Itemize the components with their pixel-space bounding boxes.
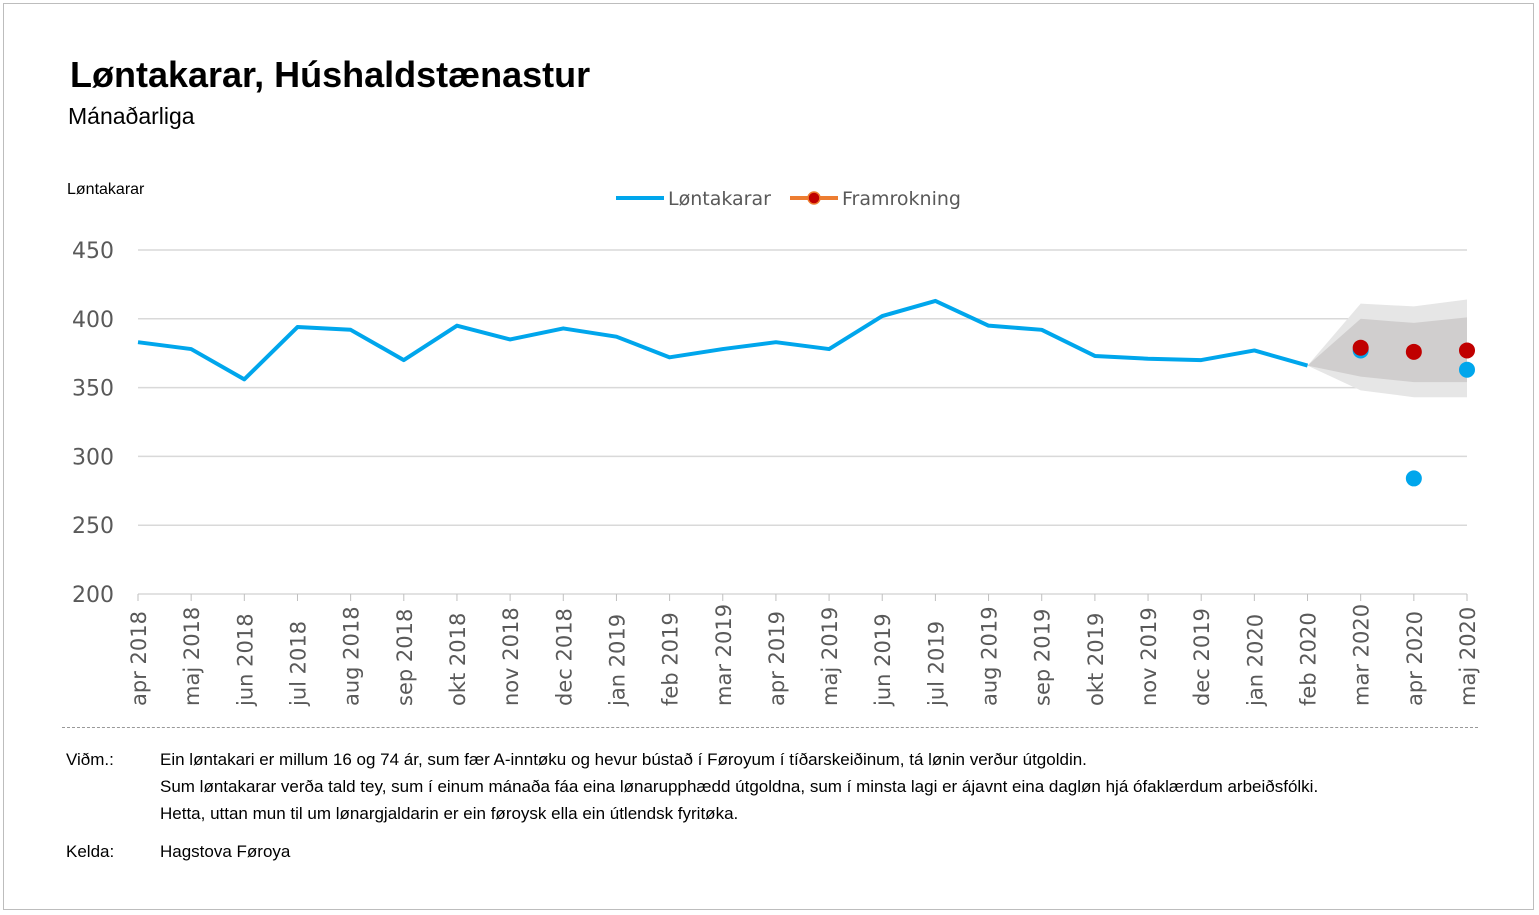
- y-axis-label: Løntakarar: [67, 181, 145, 198]
- framrokning-point: [1405, 343, 1422, 360]
- x-tick-label: okt 2019: [1084, 613, 1108, 706]
- x-tick-label: maj 2020: [1456, 607, 1480, 706]
- y-tick-label: 300: [72, 445, 114, 470]
- y-tick-label: 350: [72, 377, 114, 402]
- x-tick-label: nov 2019: [1137, 607, 1161, 706]
- x-tick-label: nov 2018: [499, 607, 523, 706]
- notes-line-1: Ein løntakari er millum 16 og 74 ár, sum…: [160, 750, 1087, 769]
- source-value: Hagstova Føroya: [160, 842, 291, 861]
- legend-framrokning-marker: [807, 191, 821, 205]
- x-tick-label: jul 2019: [924, 621, 948, 707]
- x-tick-label: jan 2020: [1243, 614, 1267, 707]
- y-tick-label: 400: [72, 308, 114, 333]
- legend-lontakarar-label: Løntakarar: [668, 188, 771, 210]
- x-tick-label: feb 2020: [1297, 612, 1321, 706]
- forecast-band: [1307, 317, 1467, 383]
- x-tick-label: jan 2019: [605, 614, 629, 707]
- x-tick-label: dec 2019: [1190, 608, 1214, 706]
- x-tick-label: jun 2018: [233, 613, 257, 707]
- x-tick-label: mar 2020: [1350, 604, 1374, 706]
- source-label: Kelda:: [66, 842, 115, 861]
- x-tick-label: sep 2018: [393, 609, 417, 706]
- notes-line-2: Sum løntakarar verða tald tey, sum í ein…: [160, 777, 1319, 796]
- chart-title: Løntakarar, Húshaldstænastur: [70, 54, 591, 95]
- lontakarar-point: [1405, 470, 1422, 487]
- framrokning-point: [1459, 342, 1475, 359]
- x-tick-label: aug 2019: [978, 606, 1002, 706]
- framrokning-point: [1352, 339, 1369, 356]
- notes-line-3: Hetta, uttan mun til um lønargjaldarin e…: [160, 804, 739, 823]
- x-tick-label: jul 2018: [286, 621, 310, 707]
- notes-label: Viðm.:: [66, 750, 114, 769]
- series-line-lontakarar: [137, 298, 1309, 382]
- x-tick-label: okt 2018: [446, 613, 470, 706]
- x-tick-label: aug 2018: [340, 606, 364, 706]
- x-tick-label: mar 2019: [712, 604, 736, 706]
- chart-frame: Løntakarar, Húshaldstænastur Mánaðarliga…: [3, 3, 1534, 910]
- chart-subtitle: Mánaðarliga: [68, 103, 195, 129]
- x-tick-label: apr 2018: [127, 611, 151, 706]
- y-tick-label: 450: [72, 239, 114, 264]
- x-tick-label: maj 2018: [180, 607, 204, 706]
- y-tick-label: 250: [72, 514, 114, 539]
- x-tick-label: dec 2018: [552, 608, 576, 706]
- x-tick-label: jun 2019: [871, 613, 895, 707]
- y-tick-label: 200: [72, 583, 114, 608]
- legend-framrokning-label: Framrokning: [842, 188, 961, 210]
- x-tick-label: sep 2019: [1031, 609, 1055, 706]
- chart-plot: 200 250 300 350 400 450 apr 2018 maj 2018 jun 20…: [72, 188, 1480, 707]
- x-tick-label: feb 2019: [659, 612, 683, 706]
- x-tick-label: apr 2020: [1403, 611, 1427, 706]
- x-tick-label: maj 2019: [818, 607, 842, 706]
- divider: [62, 727, 1478, 728]
- lontakarar-point: [1459, 361, 1475, 378]
- x-tick-label: apr 2019: [765, 611, 789, 706]
